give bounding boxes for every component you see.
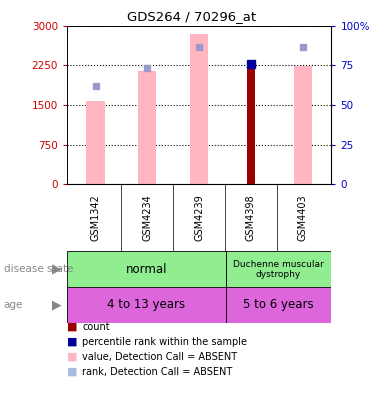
Text: ■: ■ — [67, 322, 77, 332]
Text: count: count — [82, 322, 110, 332]
Text: GSM4398: GSM4398 — [246, 194, 256, 241]
Text: value, Detection Call = ABSENT: value, Detection Call = ABSENT — [82, 352, 237, 362]
Text: ■: ■ — [67, 337, 77, 347]
Text: ■: ■ — [67, 367, 77, 377]
Text: normal: normal — [126, 263, 167, 276]
Text: ■: ■ — [67, 352, 77, 362]
Text: 5 to 6 years: 5 to 6 years — [243, 299, 314, 311]
Bar — [138, 70, 156, 184]
Text: GSM4403: GSM4403 — [298, 194, 308, 241]
Bar — [226, 251, 331, 287]
Text: GSM4239: GSM4239 — [194, 194, 204, 241]
Text: GDS264 / 70296_at: GDS264 / 70296_at — [127, 10, 256, 23]
Text: GSM4234: GSM4234 — [142, 194, 152, 241]
Bar — [247, 67, 255, 184]
Text: disease state: disease state — [4, 264, 73, 274]
Bar — [294, 67, 312, 184]
Bar — [67, 287, 226, 323]
Text: age: age — [4, 300, 23, 310]
Bar — [190, 34, 208, 184]
Text: ▶: ▶ — [52, 263, 61, 276]
Text: Duchenne muscular
dystrophy: Duchenne muscular dystrophy — [233, 260, 324, 279]
Text: GSM1342: GSM1342 — [90, 194, 100, 241]
Bar — [67, 251, 226, 287]
Bar — [226, 287, 331, 323]
Bar — [87, 101, 105, 184]
Text: rank, Detection Call = ABSENT: rank, Detection Call = ABSENT — [82, 367, 232, 377]
Text: ▶: ▶ — [52, 299, 61, 311]
Text: percentile rank within the sample: percentile rank within the sample — [82, 337, 247, 347]
Text: 4 to 13 years: 4 to 13 years — [107, 299, 185, 311]
